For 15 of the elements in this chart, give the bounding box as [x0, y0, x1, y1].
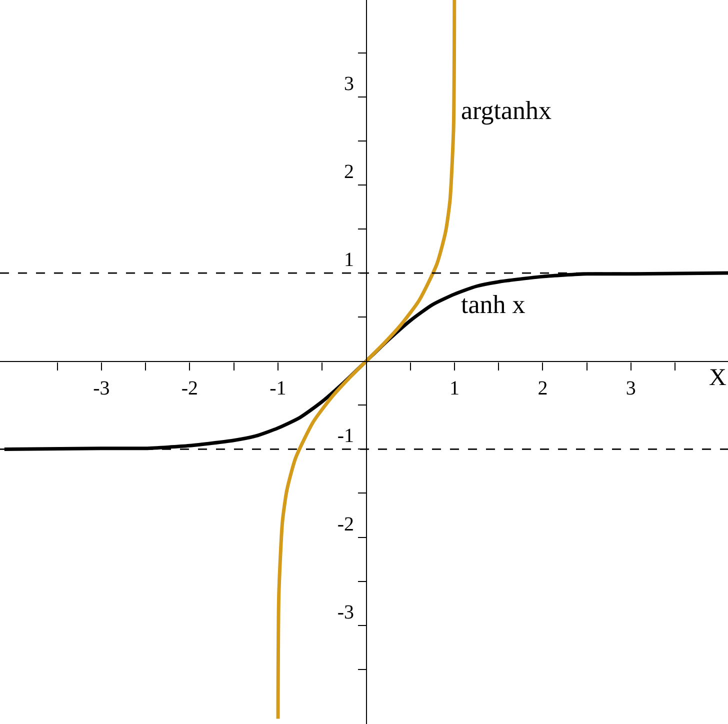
- x-tick-label: -2: [181, 377, 198, 400]
- series-label: tanh x: [461, 290, 526, 319]
- x-tick-label: 3: [626, 377, 636, 400]
- y-tick-label: -1: [337, 425, 354, 448]
- series-label: argtanhx: [461, 96, 552, 125]
- x-tick-label: -1: [270, 377, 286, 400]
- y-tick-label: 2: [344, 160, 354, 183]
- x-tick-label: 2: [538, 377, 548, 400]
- x-tick-label: -3: [93, 377, 110, 400]
- y-tick-label: -3: [337, 601, 354, 624]
- y-tick-label: 1: [344, 249, 354, 272]
- x-tick-label: 1: [449, 377, 460, 400]
- y-tick-label: -2: [337, 513, 354, 536]
- x-axis-title: X: [709, 365, 726, 391]
- y-tick-label: 3: [344, 72, 354, 95]
